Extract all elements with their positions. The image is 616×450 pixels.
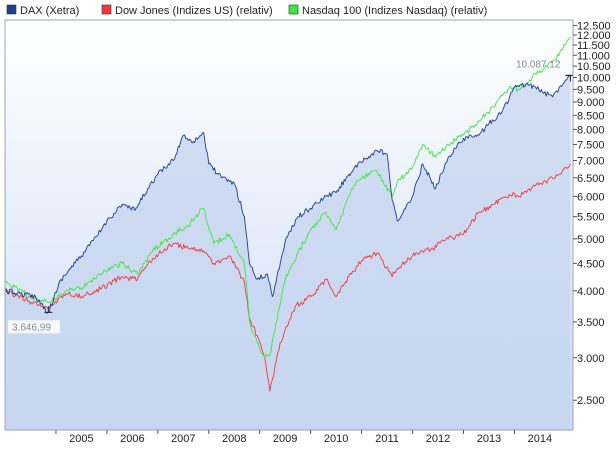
y-tick-label: 7.000: [577, 156, 605, 168]
y-tick-label: 5.000: [577, 234, 605, 246]
x-tick-label: 2012: [426, 433, 450, 445]
low-label-box: [8, 320, 60, 334]
y-tick-label: 4.000: [577, 286, 605, 298]
x-tick-label: 2011: [375, 433, 399, 445]
y-tick-label: 11.000: [577, 50, 610, 62]
x-tick-label: 2014: [528, 433, 552, 445]
annotation-layer: 3.646,99 10.087,12: [8, 59, 574, 334]
y-tick-label: 8.500: [577, 110, 605, 122]
x-tick-label: 2005: [69, 433, 93, 445]
x-tick-label: 2009: [273, 433, 297, 445]
series-layer: [4, 36, 571, 392]
dax-area-fill: [5, 75, 571, 430]
y-tick-label: 9.500: [577, 84, 605, 96]
x-tick-label: 2006: [120, 433, 144, 445]
x-axis: 2005 2006 2007 2008 2009 2010 2011 2012 2013 2014: [55, 430, 552, 445]
x-tick-label: 2010: [324, 433, 348, 445]
y-tick-label: 12.000: [577, 30, 611, 42]
nasdaq-100-line: [4, 36, 571, 359]
y-tick-label: 6.500: [577, 173, 605, 185]
y-tick-label: 9.000: [577, 97, 605, 109]
y-tick-label: 5.500: [577, 212, 605, 224]
y-tick-label: 12.500: [577, 21, 611, 33]
y-tick-label: 10.500: [577, 61, 611, 73]
y-axis: 2.500 3.000 3.500 4.000 4.500 5.000 5.500 6.000…: [573, 21, 611, 407]
dax-area: [5, 75, 571, 430]
y-tick-label: 2.500: [577, 395, 605, 407]
dax-line: [4, 74, 571, 314]
y-tick-label: 8.000: [577, 124, 605, 136]
y-tick-label: 4.500: [577, 258, 605, 270]
legend: DAX (Xetra) Dow Jones (Indizes US) (relat…: [6, 4, 487, 17]
y-tick-label: 6.000: [577, 191, 605, 203]
x-tick-label: 2007: [171, 433, 195, 445]
legend-label: DAX (Xetra): [20, 5, 79, 17]
x-tick-label: 2013: [477, 433, 501, 445]
legend-swatch: [101, 4, 112, 15]
low-value-label: 3.646,99: [12, 322, 51, 333]
legend-label: Nasdaq 100 (Indizes Nasdaq) (relativ): [302, 5, 487, 17]
plot-frame: [4, 19, 574, 431]
x-tick-label: 2008: [222, 433, 246, 445]
y-tick-label: 7.500: [577, 139, 605, 151]
y-tick-label: 10.000: [577, 72, 611, 84]
y-tick-label: 3.000: [577, 353, 605, 365]
legend-swatch: [6, 4, 17, 15]
legend-swatch: [288, 4, 299, 15]
legend-label: Dow Jones (Indizes US) (relativ): [115, 5, 273, 17]
y-tick-label: 11.500: [577, 40, 610, 52]
y-tick-label: 3.500: [577, 317, 605, 329]
dow-jones-line: [4, 163, 571, 392]
last-value-label: 10.087,12: [516, 59, 561, 70]
